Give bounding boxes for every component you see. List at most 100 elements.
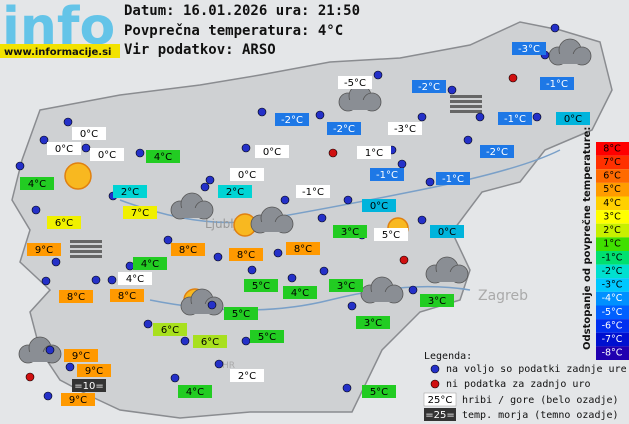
station-dot <box>463 135 473 145</box>
scale-step <box>596 223 629 238</box>
station-dot <box>241 143 251 153</box>
station-dot <box>163 235 173 245</box>
scale-step <box>596 264 629 279</box>
station-temperature: 8°C <box>294 244 312 255</box>
cloud-icon <box>548 38 592 66</box>
station-dot <box>342 383 352 393</box>
station-temperature: 8°C <box>67 292 85 303</box>
cloud-base <box>22 352 58 362</box>
station-dot <box>81 143 91 153</box>
station-temperature: -1°C <box>442 174 464 185</box>
station-label-box <box>171 243 205 256</box>
station-label-box <box>556 112 590 125</box>
fog-line <box>70 250 102 253</box>
station-label-box <box>250 330 284 343</box>
scale-label: 6°C <box>603 171 621 182</box>
station-label-box <box>362 199 396 212</box>
station-label-box <box>338 76 372 89</box>
station-temperature: 9°C <box>85 366 103 377</box>
cloud-icon <box>360 276 404 304</box>
cloud-icon <box>170 192 214 220</box>
station-temperature: -1°C <box>376 170 398 181</box>
river <box>119 149 561 224</box>
station-dot <box>143 319 153 329</box>
station-label-box <box>123 206 157 219</box>
station-dot <box>39 135 49 145</box>
scale-label: -2°C <box>602 266 623 277</box>
station-label-box <box>72 379 106 392</box>
logo-bar <box>0 44 120 58</box>
fog-line <box>450 110 482 113</box>
station-dot <box>213 252 223 262</box>
station-label-box <box>118 272 152 285</box>
station-label-box <box>224 307 258 320</box>
station-temperature: 2°C <box>121 187 139 198</box>
station-temperature: 0°C <box>238 170 256 181</box>
station-label-box <box>388 122 422 135</box>
station-temperature: 3°C <box>337 281 355 292</box>
station-dot <box>31 205 41 215</box>
station-dot <box>475 112 485 122</box>
station-label-box <box>178 385 212 398</box>
station-dot <box>347 301 357 311</box>
station-temperature: 5°C <box>370 387 388 398</box>
scale-step <box>596 210 629 224</box>
station-label-box <box>61 393 95 406</box>
fog-line <box>70 240 102 243</box>
fog-line <box>450 95 482 98</box>
station-temperature: 4°C <box>154 152 172 163</box>
station-label-box <box>329 279 363 292</box>
station-label-box <box>498 112 532 125</box>
station-temperature: 5°C <box>232 309 250 320</box>
station-dot <box>91 275 101 285</box>
station-label-box <box>356 316 390 329</box>
station-temperature: -2°C <box>418 82 440 93</box>
scale-label: 3°C <box>603 211 621 222</box>
scale-label: 8°C <box>603 143 621 154</box>
station-dot <box>425 177 435 187</box>
station-label-box <box>59 290 93 303</box>
station-label-box <box>540 77 574 90</box>
station-temperature: 9°C <box>35 245 53 256</box>
station-label-box <box>77 364 111 377</box>
station-label-box <box>430 225 464 238</box>
station-label-box <box>110 289 144 302</box>
station-temperature: -3°C <box>518 44 540 55</box>
station-temperature: 0°C <box>370 201 388 212</box>
land <box>11 21 613 419</box>
station-dot <box>417 215 427 225</box>
station-temperature: -3°C <box>394 124 416 135</box>
scale-step <box>596 332 629 347</box>
legend-text: hribi / gore (belo ozadje) <box>462 395 619 406</box>
place-name: Zagreb <box>478 288 528 304</box>
station-dot <box>45 345 55 355</box>
station-temperature: 3°C <box>341 227 359 238</box>
station-dot <box>532 112 542 122</box>
scale-label: -3°C <box>602 280 623 291</box>
scale-title: Odstopanje od povprečne temperature: <box>581 127 593 350</box>
station-dot-missing <box>508 73 518 83</box>
station-temperature: 8°C <box>237 250 255 261</box>
station-label-box <box>90 148 124 161</box>
scale-step <box>596 169 629 183</box>
station-temperature: 6°C <box>201 337 219 348</box>
station-dot <box>417 112 427 122</box>
station-dot <box>107 275 117 285</box>
station-dot <box>447 85 457 95</box>
cloud-base <box>254 222 290 232</box>
station-dot-missing <box>399 255 409 265</box>
station-dot <box>214 359 224 369</box>
station-temperature: -2°C <box>486 147 508 158</box>
legend-text: na voljo so podatki zadnje ure <box>446 364 627 375</box>
site-url: www.informacije.si <box>4 47 112 58</box>
place-name: HR <box>222 361 235 371</box>
station-temperature: 8°C <box>118 291 136 302</box>
station-temperature: 4°C <box>28 179 46 190</box>
fog-line <box>70 255 102 258</box>
station-label-box <box>362 385 396 398</box>
station-label-box <box>244 279 278 292</box>
scale-step <box>596 182 629 197</box>
station-label-box <box>512 42 546 55</box>
station-label-box <box>230 168 264 181</box>
station-label-box <box>374 228 408 241</box>
